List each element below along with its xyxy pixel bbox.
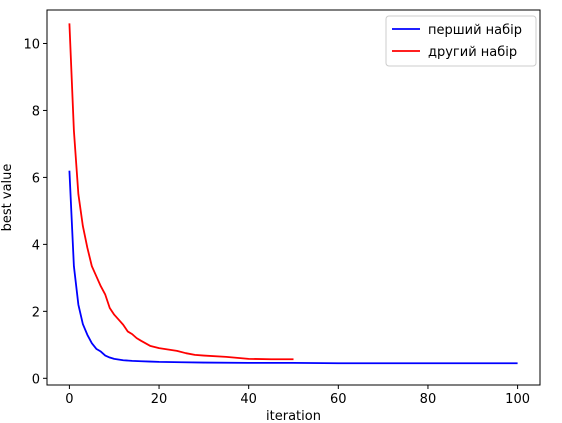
series-line-2 [68, 23, 294, 361]
y-tick-label: 4 [32, 238, 40, 253]
legend-label-1: перший набір [428, 23, 522, 38]
x-tick-label: 80 [420, 392, 437, 407]
x-tick-label: 0 [65, 392, 73, 407]
legend-box [385, 15, 537, 67]
x-tick-label: 60 [330, 392, 347, 407]
x-axis-label: iteration [266, 409, 321, 423]
y-tick-label: 8 [32, 104, 40, 119]
y-tick-label: 10 [23, 37, 40, 52]
plot-area [47, 10, 540, 385]
x-tick-label: 20 [151, 392, 168, 407]
ticks-layer: 0 20 40 60 80 100 0 2 4 6 8 10 [23, 37, 530, 407]
y-tick-label: 2 [32, 305, 40, 320]
plot-frame [46, 9, 541, 386]
x-tick-label: 100 [505, 392, 530, 407]
legend-label-2: другий набір [428, 45, 517, 60]
y-axis-label: best value [0, 164, 15, 232]
x-tick-label: 40 [240, 392, 257, 407]
series-line-1 [68, 170, 518, 365]
legend: перший набір другий набір [385, 15, 537, 67]
y-tick-label: 0 [32, 372, 40, 387]
y-tick-label: 6 [32, 171, 40, 186]
series-layer [68, 23, 518, 365]
